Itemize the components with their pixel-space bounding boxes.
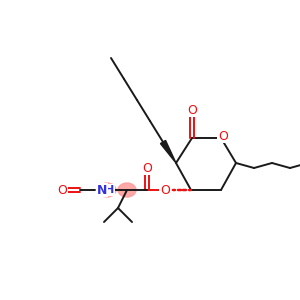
Text: N: N	[97, 184, 107, 196]
Text: O: O	[218, 130, 228, 142]
Ellipse shape	[98, 183, 116, 197]
Text: O: O	[187, 103, 197, 116]
Polygon shape	[160, 140, 176, 163]
Text: O: O	[142, 161, 152, 175]
Ellipse shape	[118, 183, 136, 197]
Text: O: O	[160, 184, 170, 197]
Text: H: H	[105, 185, 115, 195]
Text: O: O	[57, 184, 67, 196]
